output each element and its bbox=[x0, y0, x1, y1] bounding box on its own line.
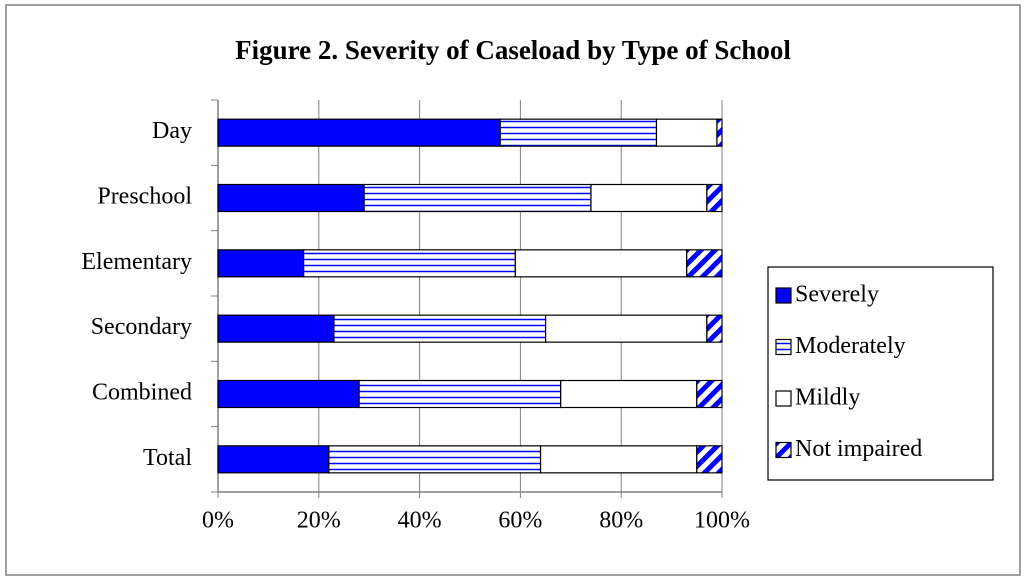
chart-title: Figure 2. Severity of Caseload by Type o… bbox=[235, 35, 791, 65]
bar-segment bbox=[333, 314, 547, 343]
bar-segment bbox=[706, 314, 723, 343]
legend-label: Moderately bbox=[795, 333, 906, 359]
bar-segment bbox=[217, 183, 365, 213]
legend-box bbox=[767, 266, 994, 481]
legend-swatch bbox=[775, 390, 792, 407]
bar-segment bbox=[686, 249, 723, 278]
legend-swatch bbox=[775, 338, 792, 356]
bar-segment bbox=[696, 445, 723, 474]
bar-segment bbox=[655, 118, 718, 147]
x-tick-label: 80% bbox=[599, 508, 643, 534]
legend-label: Severely bbox=[795, 282, 879, 308]
x-tick-label: 0% bbox=[202, 508, 234, 534]
y-tick-label: Total bbox=[143, 445, 192, 471]
bar-segment bbox=[514, 249, 688, 278]
bar-segment bbox=[303, 249, 516, 278]
y-tick-label: Preschool bbox=[97, 184, 192, 210]
legend-swatch bbox=[775, 287, 792, 304]
legend-swatch bbox=[775, 441, 792, 459]
y-tick-label: Combined bbox=[92, 380, 192, 406]
x-tick-label: 60% bbox=[498, 508, 542, 534]
bar-segment bbox=[544, 314, 708, 343]
bar-segment bbox=[539, 445, 698, 474]
x-tick-label: 40% bbox=[398, 508, 442, 534]
bar-segment bbox=[217, 445, 330, 474]
bar-segment bbox=[217, 314, 335, 343]
bar-segment bbox=[706, 183, 723, 213]
bar-segment bbox=[560, 379, 698, 409]
y-tick-label: Day bbox=[152, 118, 192, 144]
x-tick-label: 100% bbox=[694, 508, 750, 534]
bar-segment bbox=[499, 118, 658, 147]
bar-segment bbox=[328, 445, 542, 474]
legend-label: Not impaired bbox=[795, 436, 922, 462]
y-tick-label: Secondary bbox=[91, 314, 192, 340]
bar-segment bbox=[217, 118, 501, 147]
bar-segment bbox=[363, 183, 592, 213]
y-tick-label: Elementary bbox=[81, 249, 192, 275]
bar-segment bbox=[217, 249, 305, 278]
bar-segment bbox=[358, 379, 562, 409]
x-tick-label: 20% bbox=[297, 508, 341, 534]
bar-segment bbox=[590, 183, 708, 213]
legend-label: Mildly bbox=[795, 385, 860, 411]
bar-segment bbox=[716, 118, 723, 147]
bar-segment bbox=[696, 379, 723, 409]
bar-segment bbox=[217, 379, 360, 409]
